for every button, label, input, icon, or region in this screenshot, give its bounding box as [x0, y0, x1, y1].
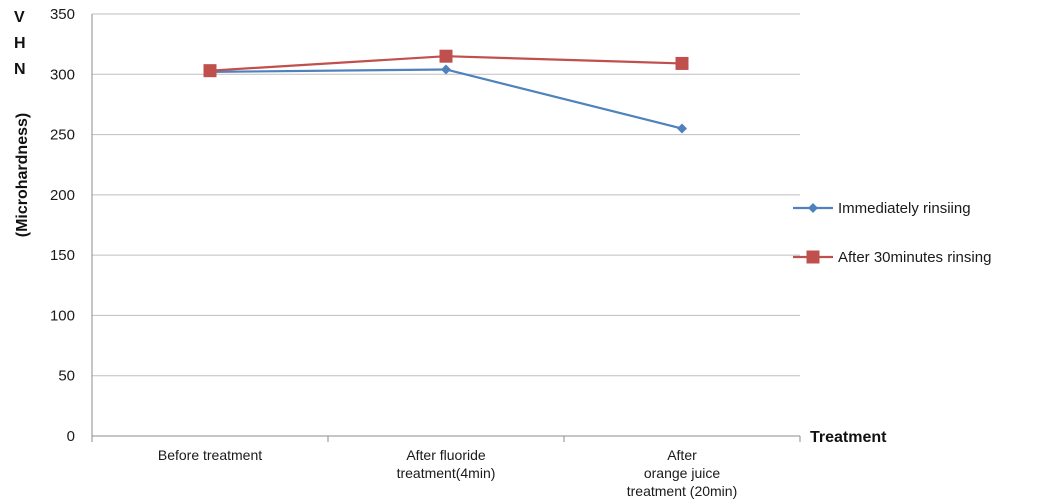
x-tick-label: After orange juice treatment (20min) — [627, 447, 737, 499]
series-1 — [205, 64, 687, 134]
y-tick-labels: 0 50 100 150 200 250 300 350 — [50, 6, 75, 445]
series-2 — [203, 49, 689, 78]
y-tick-label: 350 — [50, 6, 75, 23]
legend-marker — [808, 203, 818, 213]
y-tick-label: 150 — [50, 247, 75, 264]
x-axis-title: Treatment — [810, 429, 887, 446]
y-axis-title-v: V — [14, 9, 25, 26]
legend-entry-2: After 30minutes rinsing — [793, 249, 991, 266]
data-point — [675, 56, 689, 70]
legend-label: After 30minutes rinsing — [838, 249, 991, 266]
data-point — [677, 123, 687, 134]
y-axis-title-n: N — [14, 61, 26, 78]
y-tick-label: 0 — [67, 428, 75, 445]
y-axis-title-h: H — [14, 35, 26, 52]
legend: Immediately rinsiing After 30minutes rins… — [793, 200, 991, 266]
y-tick-label: 100 — [50, 307, 75, 324]
data-point — [203, 64, 217, 78]
series-group — [203, 49, 689, 134]
x-tick-label: After fluoride treatment(4min) — [397, 447, 496, 481]
y-tick-label: 200 — [50, 187, 75, 204]
y-tick-label: 300 — [50, 66, 75, 83]
y-axis-subtitle: (Microhardness) — [14, 113, 31, 237]
x-tick-label: Before treatment — [158, 447, 262, 463]
legend-label: Immediately rinsiing — [838, 200, 971, 217]
legend-marker — [806, 250, 820, 264]
data-point — [439, 49, 453, 63]
data-point — [441, 64, 451, 75]
series-line — [209, 68, 683, 130]
y-tick-label: 50 — [58, 368, 75, 385]
legend-entry-1: Immediately rinsiing — [793, 200, 971, 217]
axes — [91, 14, 801, 442]
y-tick-label: 250 — [50, 127, 75, 144]
x-tick-labels: Before treatment After fluoride treatment(… — [158, 447, 737, 499]
